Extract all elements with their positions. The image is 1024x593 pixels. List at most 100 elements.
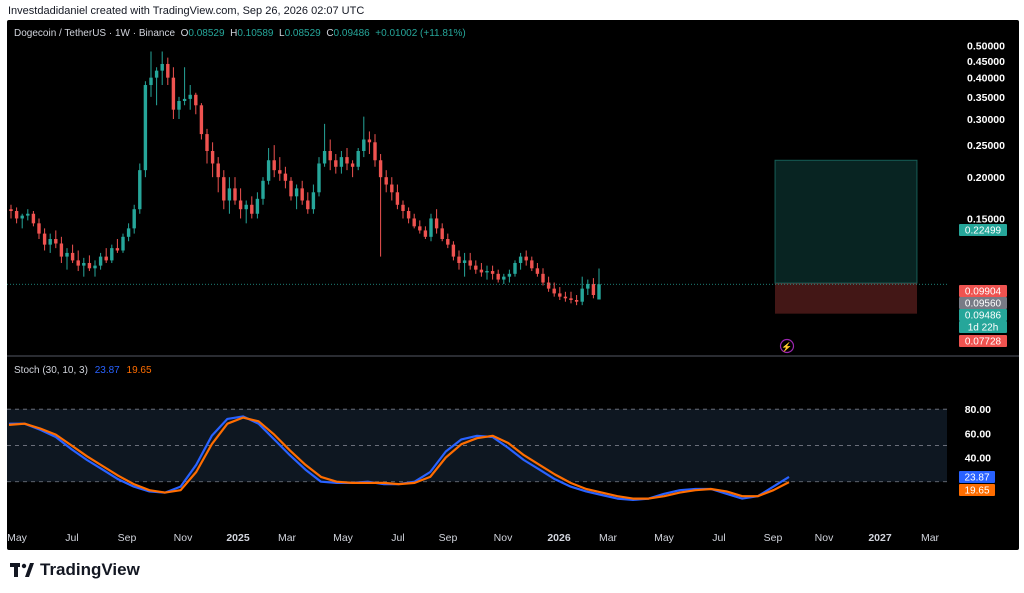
candle-body — [283, 173, 288, 181]
time-axis-tick: May — [333, 532, 354, 544]
candle-body — [530, 260, 534, 269]
candle-body — [227, 188, 232, 201]
candle-body — [42, 233, 47, 245]
candle-body — [535, 268, 540, 274]
stoch-last-label: 23.87 — [964, 473, 989, 484]
stoch-k-value: 23.87 — [94, 365, 120, 376]
candle-body — [138, 170, 142, 210]
candle-body — [31, 213, 36, 224]
price-axis-tick: 0.20000 — [967, 172, 1005, 184]
candle-body — [166, 63, 170, 78]
candle-body — [339, 157, 344, 167]
price-legend: Dogecoin / TetherUS · 1W · Binance O0.08… — [14, 28, 466, 39]
candle-body — [132, 209, 136, 229]
candle-body — [502, 276, 506, 280]
candle-body — [395, 192, 400, 205]
stoch-axis-tick: 40.00 — [965, 453, 991, 465]
candle-body — [418, 226, 422, 231]
candle-body — [384, 177, 388, 185]
time-axis-tick: Jul — [712, 532, 725, 544]
candle-body — [457, 256, 461, 263]
candle-body — [244, 204, 248, 210]
candle-body — [580, 288, 584, 302]
candle-body — [54, 239, 58, 244]
price-axis-tick: 0.30000 — [967, 114, 1005, 126]
candle-body — [171, 77, 176, 110]
candle-body — [306, 200, 310, 210]
candle-body — [48, 239, 52, 245]
candle-body — [429, 218, 433, 237]
candle-body — [574, 299, 579, 302]
candle-body — [65, 252, 69, 257]
time-axis-tick: 2026 — [547, 532, 571, 544]
stoch-d-line — [8, 416, 790, 500]
price-axis-tick: 0.40000 — [967, 73, 1005, 85]
candle-body — [334, 160, 338, 167]
time-axis-tick: Jul — [391, 532, 404, 544]
price-axis-tick: 0.50000 — [967, 41, 1005, 53]
price-axis-tick: 0.45000 — [967, 56, 1005, 68]
time-axis-tick: Nov — [174, 532, 193, 544]
candle-body — [37, 223, 41, 234]
time-axis-tick: Sep — [118, 532, 137, 544]
price-label: 0.22499 — [965, 226, 1002, 237]
price-label-box — [959, 309, 1007, 321]
price-label: 0.09904 — [965, 287, 1002, 298]
candle-body — [311, 192, 316, 210]
candle-body — [524, 256, 528, 261]
candle-body — [26, 213, 30, 216]
time-axis-tick: Jul — [65, 532, 78, 544]
candle-body — [222, 177, 226, 201]
time-axis-tick: Sep — [764, 532, 783, 544]
chart-attribution: Investdadidaniel created with TradingVie… — [8, 5, 365, 17]
candle-body — [98, 256, 103, 266]
target-zone — [774, 159, 918, 284]
candle-body — [20, 215, 24, 219]
candle-body — [479, 269, 484, 273]
candle-body — [513, 262, 517, 274]
candle-body — [255, 198, 260, 214]
chart-canvas[interactable]: ⚡ 0.50000 0.45000 0.40000 0.35000 0.30000 0.25… — [7, 20, 1019, 550]
price-label: 0.09560 — [965, 299, 1002, 310]
chart-frame[interactable]: ⚡ 0.50000 0.45000 0.40000 0.35000 0.30000 0.25… — [7, 20, 1019, 550]
time-axis-tick: Nov — [815, 532, 834, 544]
symbol-title[interactable]: Dogecoin / TetherUS · 1W · Binance — [14, 28, 176, 39]
tradingview-brand: TradingView — [40, 560, 140, 579]
candle-body — [14, 211, 19, 219]
candle-body — [110, 248, 114, 261]
candle-body — [434, 218, 439, 229]
candle-body — [446, 239, 450, 245]
tradingview-logo-icon — [10, 563, 34, 577]
price-axis-tick: 0.15000 — [967, 213, 1005, 225]
stoch-last-label-box — [959, 484, 995, 496]
candle-body — [401, 204, 405, 212]
candle-body — [451, 244, 456, 257]
price-axis-tick: 0.25000 — [967, 140, 1005, 152]
tradingview-logo: TradingView — [10, 560, 140, 580]
candle-body — [597, 284, 601, 300]
candle-body — [390, 184, 394, 193]
candle-body — [518, 256, 523, 263]
candle-body — [87, 262, 92, 269]
candle-body — [378, 160, 383, 178]
stoch-legend: Stoch (30, 10, 3) 23.87 19.65 — [14, 365, 152, 376]
candle-body — [70, 252, 75, 261]
candle-body — [160, 63, 164, 71]
candle-body — [541, 273, 545, 283]
candle-body — [412, 218, 416, 227]
candle-body — [485, 271, 489, 273]
candle-body — [9, 209, 13, 212]
candle-body — [317, 163, 321, 193]
candle-body — [406, 211, 411, 219]
low-label: L — [279, 28, 285, 39]
candle-body — [322, 150, 327, 164]
candle-body — [250, 204, 254, 214]
time-axis-tick: May — [7, 532, 28, 544]
candle-body — [356, 150, 360, 167]
lightning-icon: ⚡ — [781, 341, 792, 353]
stoch-axis-tick: 80.00 — [965, 404, 991, 416]
candle-body — [586, 284, 590, 289]
candle-body — [238, 200, 243, 210]
stoch-title[interactable]: Stoch (30, 10, 3) — [14, 365, 88, 376]
candle-body — [490, 271, 495, 274]
